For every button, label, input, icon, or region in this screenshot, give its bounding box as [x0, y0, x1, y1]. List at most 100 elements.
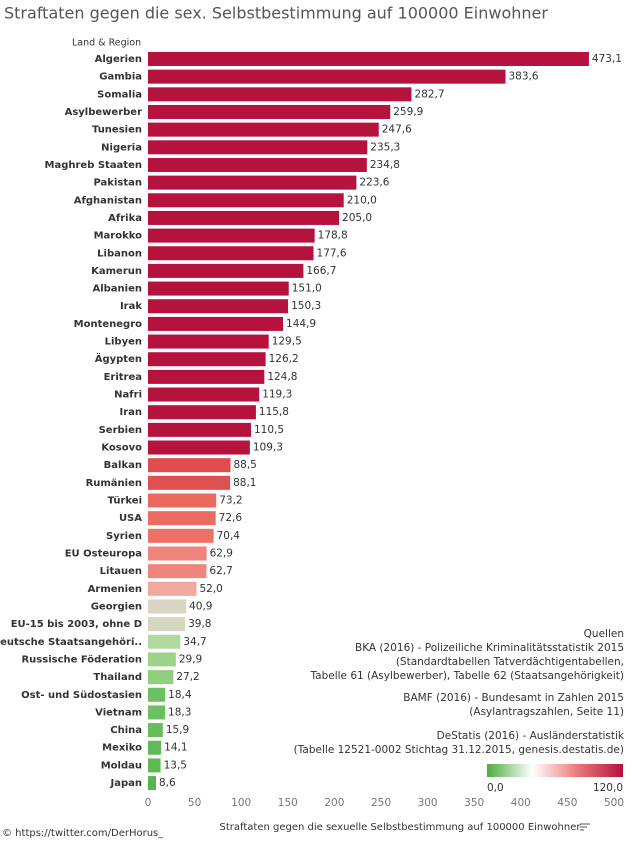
y-tick-label: EU-15 bis 2003, ohne D — [11, 619, 142, 630]
y-tick-label: Ost- und Südostasien — [21, 690, 142, 701]
value-label: 27,2 — [176, 671, 199, 683]
bar — [148, 263, 304, 278]
value-label: 34,7 — [183, 636, 206, 648]
x-tick-label: 500 — [604, 797, 624, 809]
bar — [148, 758, 161, 773]
bar — [148, 475, 231, 490]
value-label: 177,6 — [317, 247, 347, 259]
bar — [148, 652, 176, 667]
y-tick-label: USA — [119, 513, 142, 524]
value-label: 383,6 — [509, 71, 539, 83]
annotation: Quellen — [584, 628, 624, 640]
y-tick-label: Türkei — [107, 496, 142, 507]
bar — [148, 723, 163, 738]
bar — [148, 387, 260, 402]
value-label: 52,0 — [199, 583, 222, 595]
bar — [148, 670, 174, 685]
y-tick-label: Algerien — [95, 54, 142, 65]
y-tick-label: China — [110, 725, 142, 736]
y-tick-label: Ägypten — [95, 351, 142, 365]
x-tick-label: 100 — [231, 797, 251, 809]
bar — [148, 352, 266, 367]
bar — [148, 52, 589, 66]
y-tick-label: Kamerun — [91, 266, 142, 277]
value-label: 109,3 — [253, 442, 283, 454]
y-tick-label: Asylbewerber — [65, 107, 142, 118]
value-label: 205,0 — [342, 212, 372, 224]
value-label: 126,2 — [269, 353, 299, 365]
y-tick-label: Afrika — [108, 213, 142, 224]
value-label: 18,3 — [168, 706, 191, 718]
annotation: BKA (2016) - Polizeiliche Kriminalitätss… — [355, 642, 624, 654]
y-tick-label: Balkan — [104, 460, 142, 471]
y-tick-label: Armenien — [88, 584, 142, 595]
bar — [148, 193, 344, 208]
y-tick-label: Tunesien — [92, 125, 142, 136]
y-tick-label: Iran — [119, 407, 142, 418]
bar — [148, 617, 186, 632]
y-tick-label: Gambia — [99, 72, 142, 83]
x-tick-label: 350 — [464, 797, 484, 809]
y-tick-label: Montenegro — [74, 319, 142, 330]
value-label: 259,9 — [393, 106, 423, 118]
bar — [148, 705, 166, 720]
bar — [148, 210, 340, 225]
x-axis-label: Straftaten gegen die sexuelle Selbstbest… — [220, 822, 582, 833]
value-label: 70,4 — [217, 530, 241, 542]
value-label: 150,3 — [291, 300, 321, 312]
x-tick-label: 50 — [188, 797, 201, 809]
y-tick-label: Pakistan — [94, 178, 143, 189]
y-tick-label: Thailand — [93, 672, 142, 683]
y-tick-label: Eritrea — [104, 372, 142, 383]
value-label: 151,0 — [292, 283, 322, 295]
bar — [148, 458, 231, 473]
value-label: 73,2 — [219, 495, 242, 507]
value-label: 124,8 — [267, 371, 297, 383]
y-tick-label: Libanon — [97, 248, 142, 259]
value-label: 110,5 — [254, 424, 284, 436]
bar — [148, 634, 181, 649]
y-tick-label: Marokko — [94, 231, 143, 242]
y-tick-label: Vietnam — [95, 707, 142, 718]
bar — [148, 687, 166, 702]
annotation: DeStatis (2016) - Ausländerstatistik — [437, 730, 625, 742]
bar — [148, 104, 391, 119]
x-tick-label: 400 — [511, 797, 531, 809]
bar — [148, 740, 162, 755]
x-tick-label: 200 — [324, 797, 344, 809]
bar — [148, 581, 197, 596]
sort-icon[interactable] — [580, 823, 590, 831]
bar — [148, 564, 207, 579]
bar — [148, 776, 157, 791]
bar — [148, 175, 357, 190]
bar — [148, 493, 217, 508]
bar — [148, 140, 368, 155]
bar — [148, 69, 506, 84]
y-tick-label: Nafri — [114, 390, 142, 401]
color-legend-min: 0,0 — [487, 782, 504, 794]
chart-title: Straftaten gegen die sex. Selbstbestimmu… — [4, 4, 548, 23]
bar — [148, 87, 412, 102]
annotation: (Standardtabellen Tatverdächtigentabelle… — [396, 656, 624, 668]
value-label: 88,5 — [233, 459, 256, 471]
value-label: 234,8 — [370, 159, 400, 171]
x-tick-label: 450 — [557, 797, 577, 809]
annotation: BAMF (2016) - Bundesamt in Zahlen 2015 — [403, 692, 624, 704]
value-label: 18,4 — [168, 689, 192, 701]
value-label: 210,0 — [347, 194, 377, 206]
annotation: (Tabelle 12521-0002 Stichtag 31.12.2015,… — [294, 744, 624, 756]
y-tick-label: Libyen — [105, 337, 142, 348]
bar — [148, 511, 216, 526]
value-label: 235,3 — [370, 141, 400, 153]
value-label: 40,9 — [189, 600, 212, 612]
x-tick-label: 300 — [418, 797, 438, 809]
bar — [148, 246, 314, 261]
y-tick-label: Syrien — [106, 531, 142, 542]
value-label: 166,7 — [306, 265, 336, 277]
bar — [148, 422, 251, 437]
color-legend-bar — [487, 764, 623, 777]
value-label: 473,1 — [592, 53, 622, 65]
y-tick-label: Kosovo — [101, 443, 142, 454]
value-label: 282,7 — [414, 88, 444, 100]
